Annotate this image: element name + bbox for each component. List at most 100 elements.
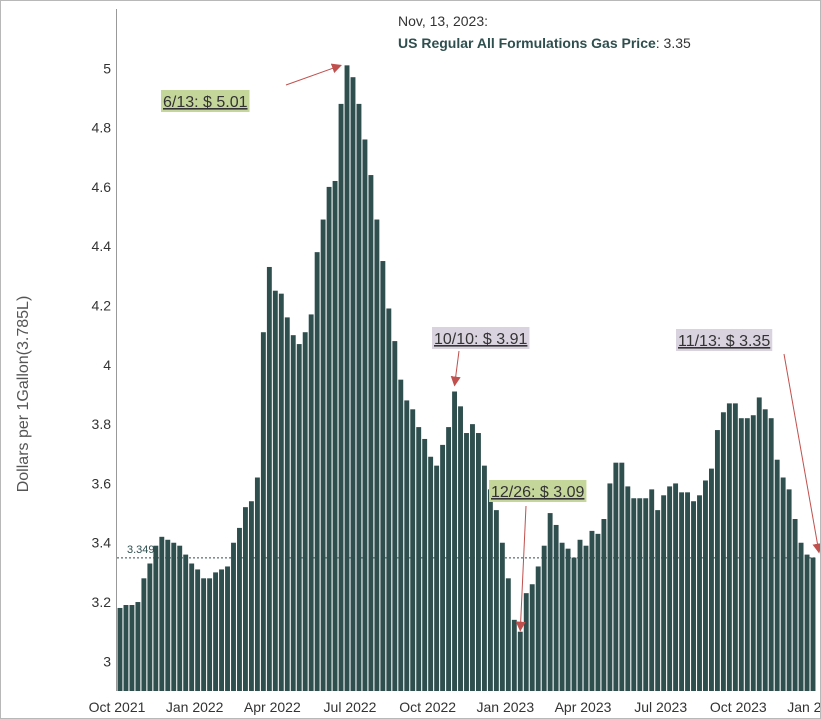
bar[interactable] xyxy=(762,409,768,691)
bar[interactable] xyxy=(511,619,517,691)
bar[interactable] xyxy=(159,536,165,691)
bar[interactable] xyxy=(320,219,326,691)
bar[interactable] xyxy=(278,293,284,691)
bar[interactable] xyxy=(296,344,302,691)
bar[interactable] xyxy=(726,403,732,691)
bar[interactable] xyxy=(780,477,786,692)
bar[interactable] xyxy=(810,557,816,691)
bar[interactable] xyxy=(392,341,398,691)
bar[interactable] xyxy=(607,483,613,691)
bar[interactable] xyxy=(756,397,762,691)
bar[interactable] xyxy=(487,489,493,691)
bar[interactable] xyxy=(571,557,577,691)
bar[interactable] xyxy=(547,513,553,691)
bar[interactable] xyxy=(535,566,541,691)
bar[interactable] xyxy=(768,418,774,691)
bar[interactable] xyxy=(458,406,463,691)
bar[interactable] xyxy=(697,495,702,691)
bar[interactable] xyxy=(248,501,254,691)
bar[interactable] xyxy=(302,332,308,691)
bar[interactable] xyxy=(709,468,714,691)
bar[interactable] xyxy=(505,578,511,691)
bar[interactable] xyxy=(117,607,123,691)
bar[interactable] xyxy=(207,578,213,691)
bar[interactable] xyxy=(679,492,685,691)
bar[interactable] xyxy=(577,539,583,691)
bar[interactable] xyxy=(380,261,386,691)
bar[interactable] xyxy=(476,433,481,691)
bar[interactable] xyxy=(619,462,625,691)
bar[interactable] xyxy=(243,507,248,691)
bar[interactable] xyxy=(374,219,380,691)
bar[interactable] xyxy=(649,489,655,691)
bar[interactable] xyxy=(434,465,440,691)
bar[interactable] xyxy=(440,444,446,691)
bar[interactable] xyxy=(237,527,242,691)
bar[interactable] xyxy=(410,409,416,691)
bar[interactable] xyxy=(165,539,171,691)
bar[interactable] xyxy=(732,403,738,691)
bar[interactable] xyxy=(416,427,422,691)
bar[interactable] xyxy=(356,103,362,691)
bar[interactable] xyxy=(774,459,780,691)
bar[interactable] xyxy=(786,489,792,691)
bar[interactable] xyxy=(720,412,726,691)
bar[interactable] xyxy=(338,103,344,691)
bar[interactable] xyxy=(386,308,392,691)
bar[interactable] xyxy=(452,391,457,691)
bar[interactable] xyxy=(272,290,278,691)
bar[interactable] xyxy=(314,252,320,691)
bar[interactable] xyxy=(195,569,201,691)
bar[interactable] xyxy=(703,480,708,691)
bar[interactable] xyxy=(177,545,183,691)
bar[interactable] xyxy=(123,605,129,691)
bar[interactable] xyxy=(368,175,374,692)
bar[interactable] xyxy=(565,548,571,691)
bar[interactable] xyxy=(201,578,207,691)
bar[interactable] xyxy=(637,498,643,691)
bar[interactable] xyxy=(428,456,434,691)
bar[interactable] xyxy=(673,483,679,691)
bar[interactable] xyxy=(625,486,631,691)
bar[interactable] xyxy=(260,332,266,691)
bar[interactable] xyxy=(493,510,499,691)
bar[interactable] xyxy=(219,569,224,691)
bar[interactable] xyxy=(153,545,159,691)
bar[interactable] xyxy=(398,379,404,691)
bar[interactable] xyxy=(601,519,607,691)
bar[interactable] xyxy=(744,418,750,691)
bar[interactable] xyxy=(685,492,690,691)
bar[interactable] xyxy=(183,554,189,691)
bar[interactable] xyxy=(523,593,529,691)
bar[interactable] xyxy=(613,462,619,691)
bar[interactable] xyxy=(553,524,559,691)
bar[interactable] xyxy=(464,433,469,691)
bar[interactable] xyxy=(326,186,332,691)
bar[interactable] xyxy=(422,438,428,691)
bar[interactable] xyxy=(804,554,810,691)
bar[interactable] xyxy=(499,542,505,691)
bar[interactable] xyxy=(171,542,177,691)
bar[interactable] xyxy=(290,335,296,691)
bar[interactable] xyxy=(798,542,804,691)
bar[interactable] xyxy=(714,430,720,691)
bar[interactable] xyxy=(529,584,535,691)
bar[interactable] xyxy=(655,510,661,691)
bar[interactable] xyxy=(643,498,649,691)
bar[interactable] xyxy=(446,427,452,691)
bar[interactable] xyxy=(541,545,547,691)
bar[interactable] xyxy=(231,542,236,691)
bar[interactable] xyxy=(362,139,368,692)
bar[interactable] xyxy=(344,65,350,692)
bar[interactable] xyxy=(583,545,589,691)
bar[interactable] xyxy=(559,542,565,691)
bar[interactable] xyxy=(332,180,338,692)
bar[interactable] xyxy=(792,519,798,691)
bar[interactable] xyxy=(129,605,135,691)
bar[interactable] xyxy=(470,424,475,691)
bar[interactable] xyxy=(225,566,230,691)
bar[interactable] xyxy=(595,533,601,691)
bar[interactable] xyxy=(691,501,696,691)
bar[interactable] xyxy=(350,77,356,691)
bar[interactable] xyxy=(266,266,272,691)
